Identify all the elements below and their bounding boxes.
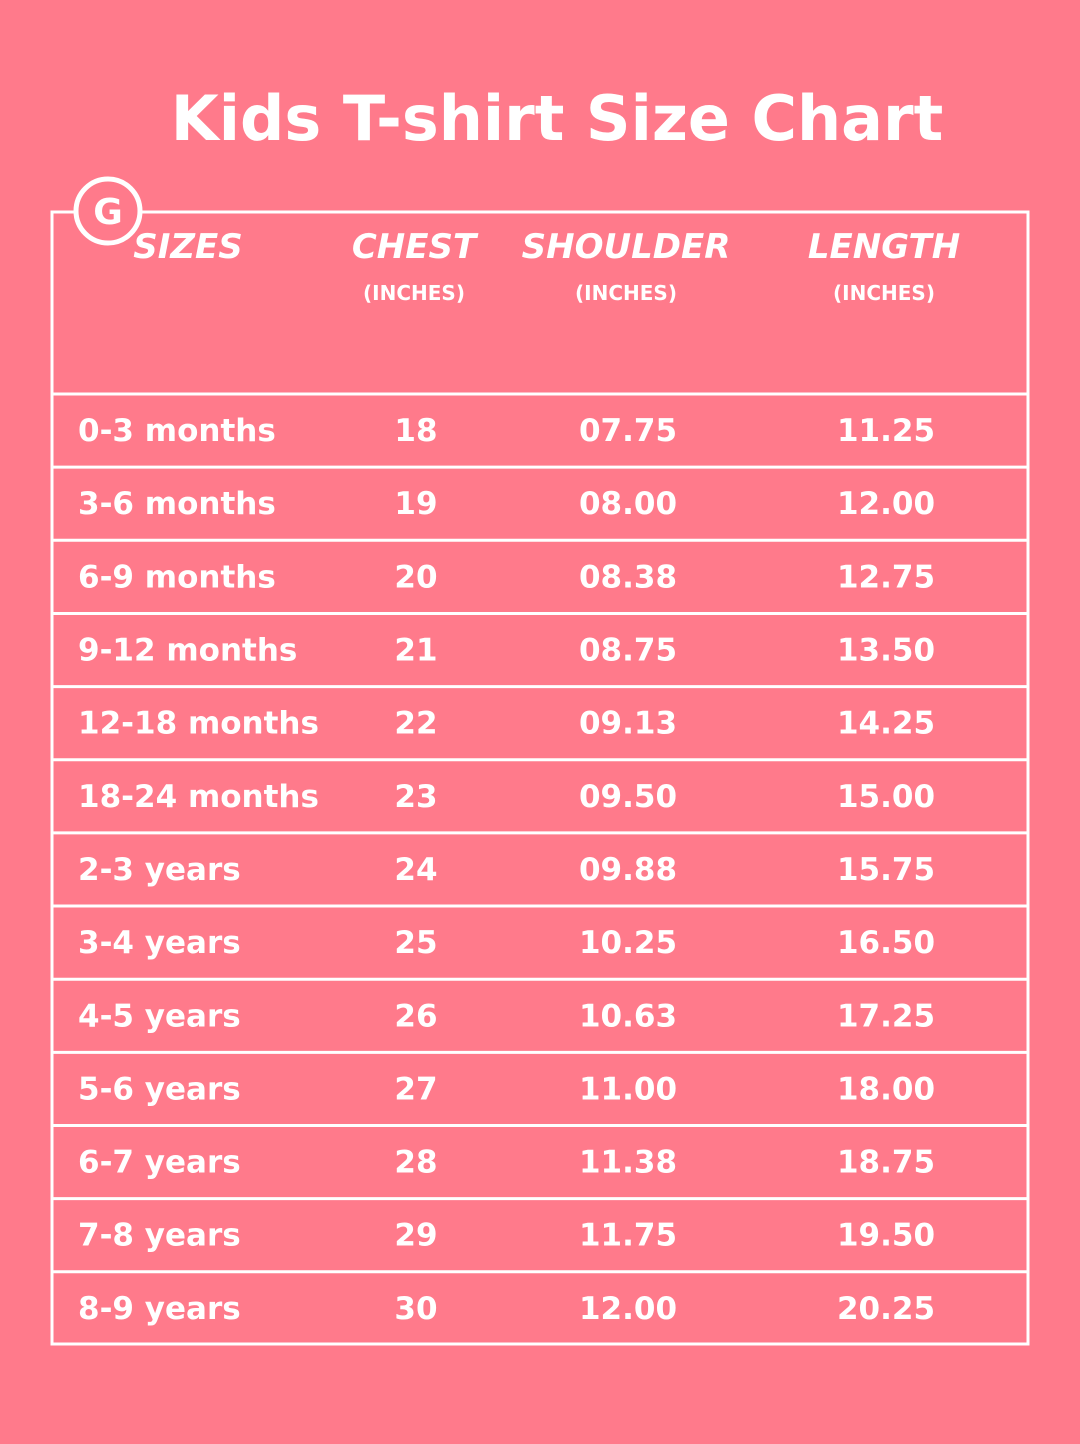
table-cell: 21 <box>394 633 437 669</box>
table-cell: 07.75 <box>579 413 677 449</box>
table-cell: 5-6 years <box>78 1071 241 1107</box>
table-cell: 14.25 <box>837 706 935 742</box>
table-cell: 17.25 <box>837 998 935 1034</box>
table-cell: 09.13 <box>579 706 677 742</box>
table-cell: 19.50 <box>837 1218 935 1254</box>
column-header: LENGTH <box>808 227 960 267</box>
table-cell: 26 <box>394 998 437 1034</box>
table-cell: 13.50 <box>837 633 935 669</box>
logo-badge <box>73 176 143 246</box>
table-cell: 08.75 <box>579 633 677 669</box>
table-cell: 29 <box>394 1218 437 1254</box>
table-cell: 10.25 <box>579 925 677 961</box>
table-cell: 27 <box>394 1071 437 1107</box>
table-cell: 09.88 <box>579 852 677 888</box>
table-cell: 3-6 months <box>78 486 276 522</box>
column-header: SHOULDER <box>522 227 731 267</box>
table-cell: 9-12 months <box>78 633 297 669</box>
table-cell: 28 <box>394 1145 437 1181</box>
table-cell: 6-7 years <box>78 1145 241 1181</box>
table-border <box>50 210 1030 1346</box>
table-cell: 11.00 <box>579 1071 677 1107</box>
table-cell: 18.75 <box>837 1145 935 1181</box>
table-cell: 12.00 <box>837 486 935 522</box>
table-cell: 16.50 <box>837 925 935 961</box>
table-cell: 15.75 <box>837 852 935 888</box>
table-cell: 6-9 months <box>78 559 276 595</box>
table-cell: 11.75 <box>579 1218 677 1254</box>
table-cell: 22 <box>394 706 437 742</box>
table-cell: 09.50 <box>579 779 677 815</box>
logo: G <box>93 192 123 233</box>
table-cell: 12-18 months <box>78 706 319 742</box>
table-cell: 11.38 <box>579 1145 677 1181</box>
table-cell: 18-24 months <box>78 779 319 815</box>
table-cell: 30 <box>394 1291 437 1327</box>
table-cell: 0-3 months <box>78 413 276 449</box>
page-title: Kids T-shirt Size Chart <box>171 82 944 155</box>
table-cell: 2-3 years <box>78 852 241 888</box>
table-cell: 19 <box>394 486 437 522</box>
column-unit: (INCHES) <box>575 281 677 305</box>
table-cell: 20.25 <box>837 1291 935 1327</box>
table-cell: 18 <box>394 413 437 449</box>
table-cell: 15.00 <box>837 779 935 815</box>
table-cell: 23 <box>394 779 437 815</box>
table-cell: 08.00 <box>579 486 677 522</box>
table-cell: 12.75 <box>837 559 935 595</box>
table-cell: 8-9 years <box>78 1291 241 1327</box>
table-cell: 12.00 <box>579 1291 677 1327</box>
column-unit: (INCHES) <box>833 281 935 305</box>
table-cell: 25 <box>394 925 437 961</box>
table-cell: 7-8 years <box>78 1218 241 1254</box>
table-cell: 20 <box>394 559 437 595</box>
table-cell: 11.25 <box>837 413 935 449</box>
table-cell: 24 <box>394 852 437 888</box>
column-unit: (INCHES) <box>363 281 465 305</box>
table-cell: 4-5 years <box>78 998 241 1034</box>
column-header: SIZES <box>133 227 243 267</box>
table-cell: 10.63 <box>579 998 677 1034</box>
table-cell: 08.38 <box>579 559 677 595</box>
table-cell: 3-4 years <box>78 925 241 961</box>
table-cell: 18.00 <box>837 1071 935 1107</box>
column-header: CHEST <box>352 227 479 267</box>
